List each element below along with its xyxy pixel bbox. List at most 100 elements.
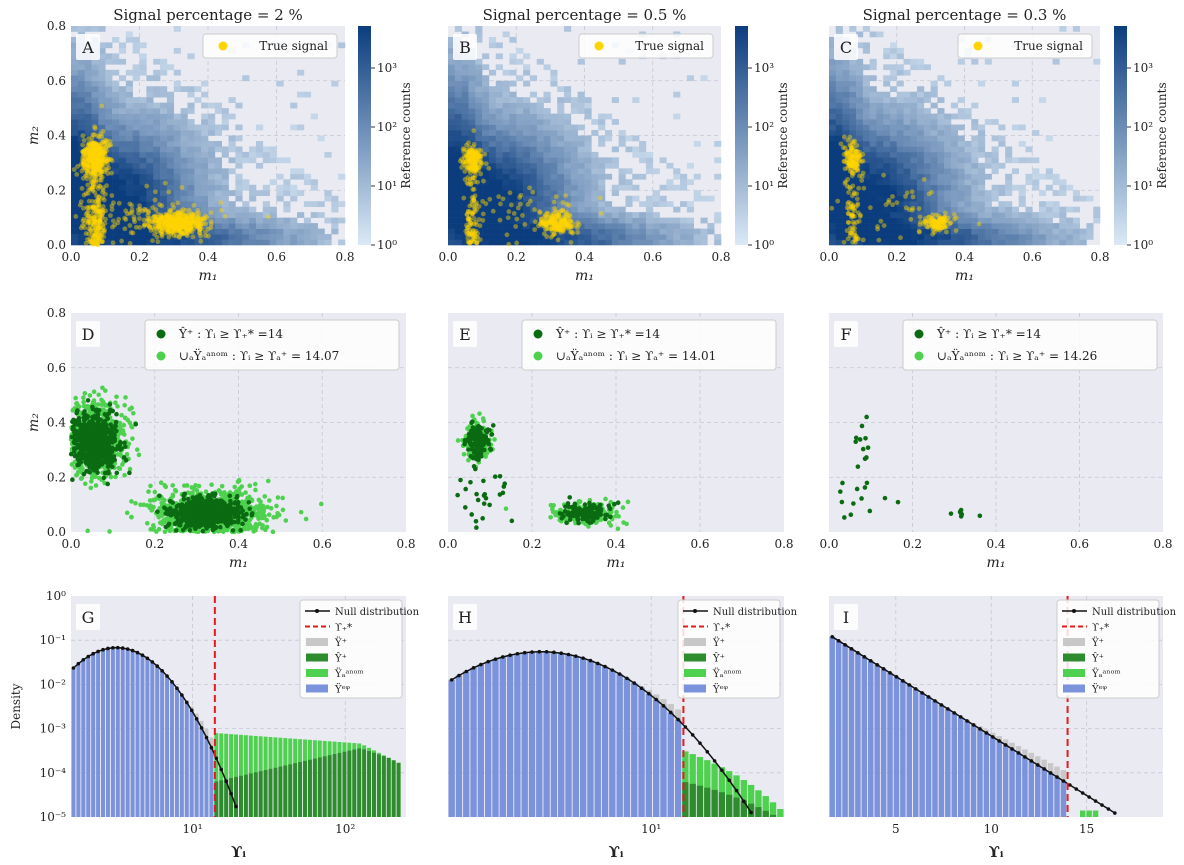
heatmap-cell bbox=[862, 162, 870, 169]
heatmap-cell bbox=[214, 190, 222, 197]
heatmap-cell bbox=[468, 135, 476, 142]
heatmap-cell bbox=[166, 146, 175, 153]
signal-point bbox=[90, 170, 96, 176]
signal-point bbox=[90, 153, 96, 159]
heatmap-cell bbox=[903, 234, 911, 240]
heatmap-cell bbox=[454, 113, 462, 120]
heatmap-cell bbox=[228, 157, 236, 164]
signal-point bbox=[92, 167, 97, 173]
heatmap-cell bbox=[964, 190, 972, 197]
heatmap-cell bbox=[84, 234, 92, 240]
signal-point bbox=[466, 140, 471, 146]
heatmap-cell bbox=[896, 130, 904, 136]
heatmap-cell bbox=[957, 212, 965, 218]
heatmap-cell bbox=[84, 151, 92, 158]
heatmap-cell bbox=[235, 223, 243, 229]
heatmap-cell bbox=[488, 119, 497, 125]
signal-point bbox=[508, 202, 514, 208]
signal-point bbox=[81, 137, 87, 143]
heatmap-cell bbox=[146, 86, 154, 92]
heatmap-cell bbox=[930, 151, 938, 158]
heatmap-cell bbox=[896, 157, 904, 164]
heatmap-cell bbox=[862, 217, 870, 224]
heatmap-cell bbox=[98, 140, 106, 147]
heatmap-cell bbox=[686, 228, 694, 235]
heatmap-cell bbox=[242, 151, 250, 158]
heatmap-cell bbox=[112, 168, 120, 175]
signal-point bbox=[87, 147, 92, 153]
heatmap-cell bbox=[125, 119, 133, 125]
heatmap-cell bbox=[889, 151, 898, 158]
heatmap-cell bbox=[290, 228, 298, 235]
heatmap-cell bbox=[564, 168, 572, 175]
signal-point bbox=[96, 149, 102, 155]
heatmap-cell bbox=[673, 234, 681, 240]
heatmap-cell bbox=[269, 217, 277, 224]
heatmap-cell bbox=[454, 206, 462, 213]
signal-point bbox=[92, 132, 97, 138]
heatmap-cell bbox=[523, 69, 531, 76]
heatmap-cell bbox=[98, 151, 106, 158]
heatmap-cell bbox=[930, 119, 938, 125]
heatmap-cell bbox=[523, 64, 531, 71]
heatmap-cell bbox=[889, 234, 898, 240]
signal-point bbox=[95, 152, 101, 158]
heatmap-cell bbox=[557, 151, 565, 158]
signal-point bbox=[92, 174, 98, 180]
heatmap-cell bbox=[917, 108, 925, 114]
heatmap-cell bbox=[1066, 234, 1074, 240]
heatmap-cell bbox=[869, 102, 877, 109]
heatmap-cell bbox=[700, 234, 708, 240]
heatmap-cell bbox=[475, 75, 483, 82]
heatmap-cell bbox=[849, 97, 857, 103]
heatmap-cell bbox=[1025, 206, 1033, 213]
heatmap-cell bbox=[283, 206, 291, 213]
heatmap-cell bbox=[91, 130, 99, 136]
heatmap-cell bbox=[896, 179, 904, 186]
heatmap-cell bbox=[930, 157, 938, 164]
heatmap-cell bbox=[249, 234, 257, 240]
heatmap-cell bbox=[153, 151, 161, 158]
heatmap-cell bbox=[835, 86, 843, 92]
heatmap-cell bbox=[883, 108, 891, 114]
heatmap-cell bbox=[1025, 157, 1033, 164]
signal-point bbox=[841, 159, 847, 164]
heatmap-cell bbox=[923, 64, 931, 71]
heatmap-cell bbox=[303, 223, 312, 229]
heatmap-cell bbox=[317, 228, 325, 235]
heatmap-cell bbox=[1005, 146, 1013, 153]
heatmap-cell bbox=[835, 212, 843, 218]
heatmap-cell bbox=[166, 201, 175, 207]
heatmap-cell bbox=[917, 201, 925, 207]
heatmap-cell bbox=[201, 151, 209, 158]
heatmap-cell bbox=[856, 124, 864, 131]
heatmap-cell bbox=[502, 124, 510, 131]
heatmap-cell bbox=[77, 157, 85, 164]
heatmap-cell bbox=[1018, 157, 1026, 164]
heatmap-cell bbox=[180, 184, 188, 191]
heatmap-cell bbox=[105, 162, 113, 169]
heatmap-cell bbox=[652, 217, 660, 224]
heatmap-cell bbox=[889, 184, 898, 191]
heatmap-cell bbox=[235, 157, 243, 164]
heatmap-cell bbox=[680, 239, 688, 246]
heatmap-cell bbox=[91, 146, 99, 153]
heatmap-cell bbox=[290, 124, 298, 131]
heatmap-cell bbox=[998, 162, 1006, 169]
y-tick-label: 0.4 bbox=[47, 129, 66, 143]
heatmap-cell bbox=[91, 190, 99, 197]
heatmap-cell bbox=[543, 162, 551, 169]
signal-point bbox=[103, 144, 108, 150]
heatmap-cell bbox=[488, 223, 497, 229]
heatmap-cell bbox=[194, 179, 202, 186]
heatmap-cell bbox=[917, 58, 925, 65]
heatmap-cell bbox=[923, 234, 931, 240]
signal-point bbox=[953, 228, 959, 233]
heatmap-cell bbox=[187, 239, 195, 246]
heatmap-cell bbox=[564, 97, 572, 103]
heatmap-cell bbox=[98, 239, 106, 246]
heatmap-cell bbox=[835, 75, 843, 82]
heatmap-cell bbox=[77, 146, 85, 153]
heatmap-cell bbox=[557, 86, 565, 92]
heatmap-cell bbox=[944, 168, 952, 175]
